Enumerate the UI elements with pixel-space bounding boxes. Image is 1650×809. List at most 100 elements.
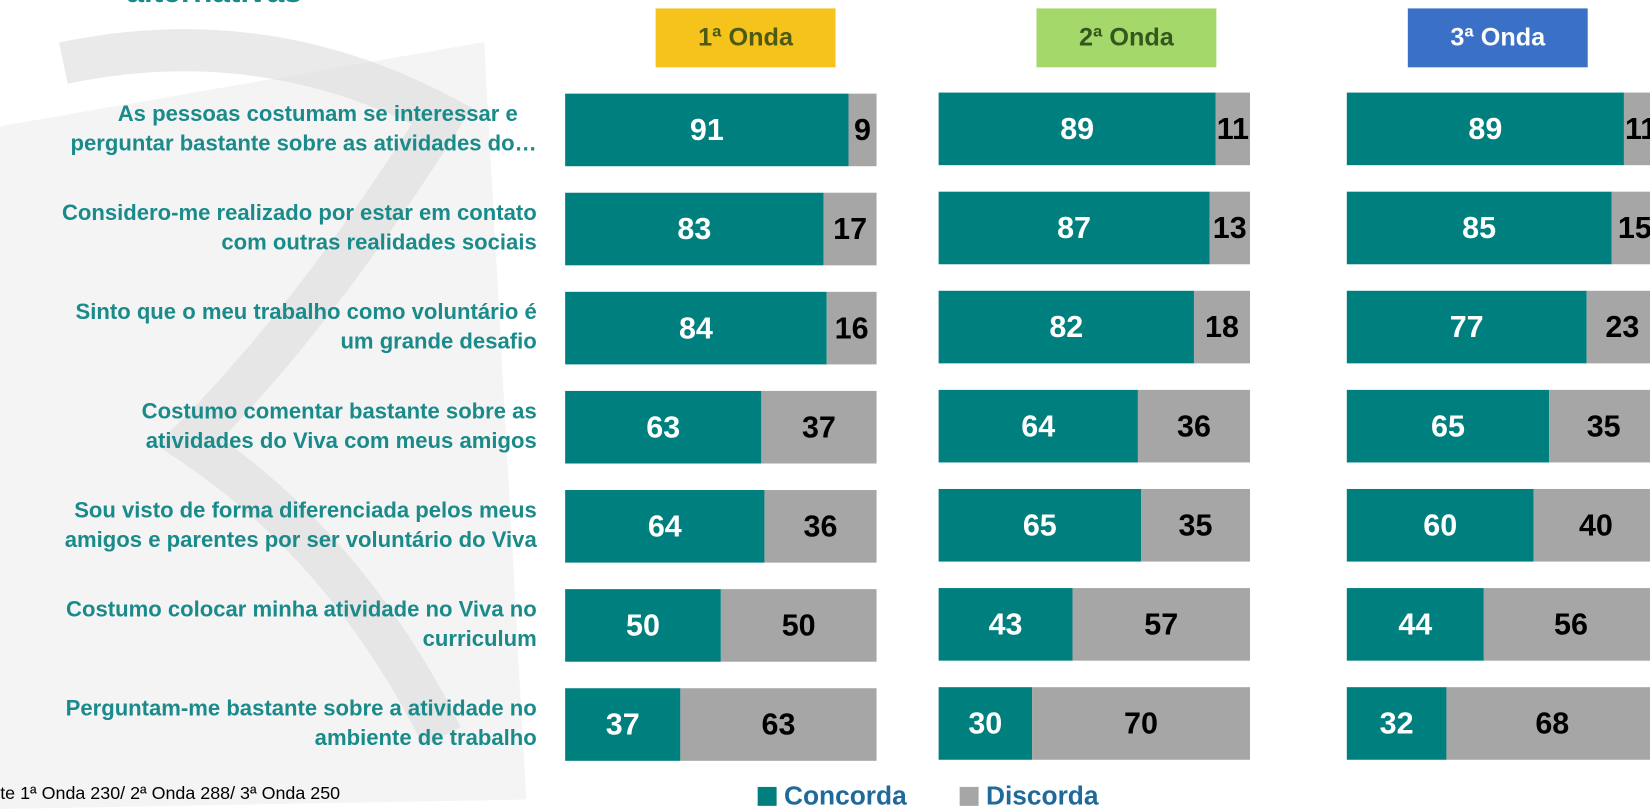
- value-label: 37: [802, 410, 836, 444]
- bar-segment: [1141, 488, 1251, 562]
- bar-segment: [565, 688, 681, 761]
- value-label: 85: [1462, 211, 1496, 245]
- value-label: 64: [648, 509, 682, 543]
- bar-segment: [565, 291, 827, 365]
- category-label: As pessoas costumam se interessar e: [118, 101, 518, 126]
- panel-title: 3ª Onda: [1450, 24, 1546, 52]
- value-label: 84: [679, 311, 713, 345]
- bar-segment: [1346, 290, 1587, 364]
- legend-swatch: [757, 786, 777, 806]
- bar-segment: [1072, 588, 1251, 661]
- bar-segment: [826, 291, 877, 365]
- value-label: 11: [1625, 112, 1650, 146]
- chart-title: alternativas: [126, 0, 301, 9]
- bar-segment: [1549, 389, 1650, 463]
- bar-segment: [1346, 488, 1534, 562]
- value-label: 82: [1049, 310, 1083, 344]
- value-label: 68: [1535, 707, 1569, 741]
- bar-segment: [1032, 687, 1251, 760]
- value-label: 17: [833, 212, 867, 246]
- value-label: 89: [1060, 112, 1094, 146]
- footnote: te 1ª Onda 230/ 2ª Onda 288/ 3ª Onda 250: [0, 783, 340, 803]
- value-label: 40: [1579, 508, 1613, 542]
- category-label: ambiente de trabalho: [315, 725, 537, 750]
- value-label: 15: [1618, 211, 1650, 245]
- value-label: 36: [804, 509, 838, 543]
- category-label: perguntar bastante sobre as atividades d…: [71, 130, 537, 155]
- category-label: Costumo colocar minha atividade no Viva …: [66, 597, 537, 622]
- value-label: 35: [1587, 409, 1621, 443]
- bar-segment: [1209, 191, 1251, 265]
- bar-segment: [938, 389, 1138, 463]
- value-label: 44: [1398, 608, 1432, 642]
- category-label: Sou visto de forma diferenciada pelos me…: [74, 497, 537, 522]
- bar-segment: [938, 488, 1142, 562]
- bar-segment: [1623, 92, 1650, 166]
- value-label: 87: [1057, 211, 1091, 245]
- value-label: 43: [989, 608, 1023, 642]
- bar-segment: [938, 588, 1073, 661]
- category-label: Costumo comentar bastante sobre as: [142, 398, 537, 423]
- bar-segment: [1586, 290, 1650, 364]
- value-label: 16: [835, 311, 869, 345]
- panel-title-box: [1036, 8, 1217, 68]
- value-label: 83: [677, 212, 711, 246]
- value-label: 91: [690, 113, 724, 147]
- value-label: 63: [761, 708, 795, 742]
- category-label: atividades do Viva com meus amigos: [146, 428, 537, 453]
- value-label: 30: [968, 707, 1002, 741]
- value-label: 18: [1205, 310, 1239, 344]
- bar-segment: [938, 290, 1194, 364]
- value-label: 32: [1380, 707, 1414, 741]
- category-label: um grande desafio: [340, 329, 536, 354]
- bar-segment: [565, 192, 824, 266]
- value-label: 35: [1179, 508, 1213, 542]
- bar-segment: [1483, 588, 1650, 661]
- watermark: [0, 42, 527, 809]
- legend-label: Discorda: [986, 780, 1099, 809]
- bar-segment: [1346, 92, 1624, 166]
- value-label: 70: [1124, 707, 1158, 741]
- category-label: curriculum: [423, 626, 537, 651]
- value-label: 89: [1468, 112, 1502, 146]
- legend-swatch: [959, 786, 979, 806]
- value-label: 23: [1605, 310, 1639, 344]
- bar-segment: [680, 688, 877, 761]
- panel-title-box: [1407, 8, 1588, 68]
- bar-segment: [764, 490, 877, 563]
- bar-segment: [1193, 290, 1251, 364]
- bar-segment: [1346, 687, 1447, 760]
- value-label: 9: [854, 113, 871, 147]
- value-label: 65: [1431, 409, 1465, 443]
- bar-segment: [761, 390, 877, 464]
- value-label: 56: [1554, 608, 1588, 642]
- bar-segment: [938, 92, 1216, 166]
- category-label: Perguntam-me bastante sobre a atividade …: [66, 696, 537, 721]
- bar-segment: [1346, 191, 1612, 265]
- bar-segment: [938, 687, 1033, 760]
- bar-segment: [565, 589, 721, 662]
- category-label: com outras realidades sociais: [221, 230, 536, 255]
- bar-segment: [1611, 191, 1650, 265]
- value-label: 50: [782, 609, 816, 643]
- value-label: 37: [606, 708, 640, 742]
- bar-segment: [823, 192, 877, 266]
- category-label: amigos e parentes por ser voluntário do …: [65, 527, 538, 552]
- category-label: Sinto que o meu trabalho como voluntário…: [76, 299, 537, 324]
- value-label: 11: [1217, 112, 1249, 146]
- value-label: 63: [646, 410, 680, 444]
- value-label: 36: [1177, 409, 1211, 443]
- panel-title: 1ª Onda: [698, 24, 794, 52]
- value-label: 60: [1423, 508, 1457, 542]
- bar-segment: [938, 191, 1210, 265]
- bar-segment: [1137, 389, 1251, 463]
- value-label: 13: [1213, 211, 1247, 245]
- bar-segment: [720, 589, 877, 662]
- bar-segment: [565, 390, 762, 464]
- watermark-stroke: [59, 29, 472, 746]
- bar-segment: [1346, 389, 1550, 463]
- bar-segment: [1533, 488, 1650, 562]
- value-label: 50: [626, 609, 660, 643]
- bar-segment: [1346, 588, 1484, 661]
- bar-segment: [565, 490, 765, 563]
